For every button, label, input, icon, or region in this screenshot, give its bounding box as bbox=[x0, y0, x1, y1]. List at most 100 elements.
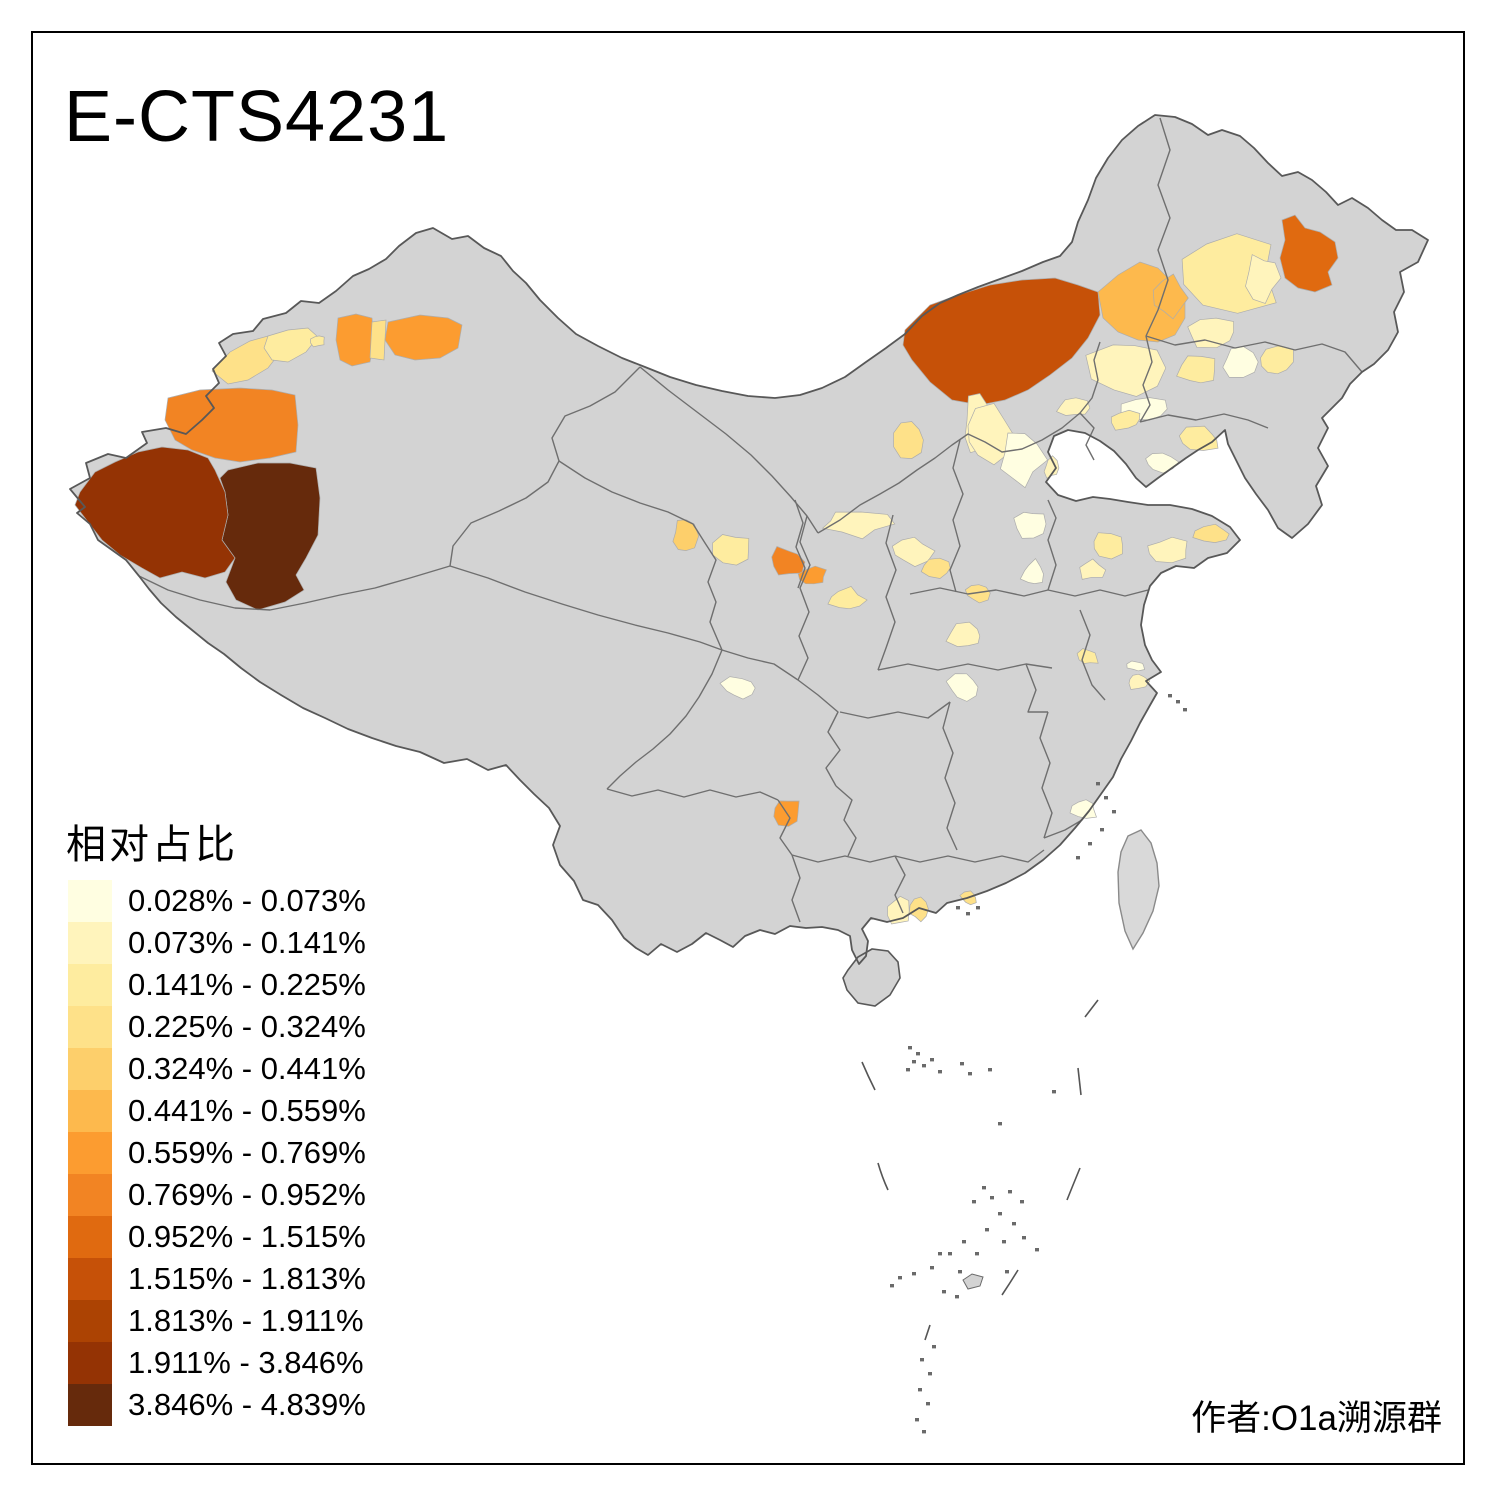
legend-label: 0.952% - 1.515% bbox=[128, 1219, 366, 1254]
island-dot bbox=[916, 1052, 920, 1056]
province-border-line bbox=[817, 341, 1101, 534]
island-dot bbox=[976, 906, 980, 910]
island-dot bbox=[926, 1402, 930, 1406]
legend-label: 0.028% - 0.073% bbox=[128, 883, 366, 918]
island-dot bbox=[960, 1062, 964, 1066]
sea-boundary-dash bbox=[1077, 1067, 1082, 1096]
province-border-line bbox=[894, 855, 906, 914]
province-border-line bbox=[942, 701, 958, 851]
island-dot bbox=[922, 1430, 926, 1434]
map-region bbox=[1192, 523, 1230, 543]
map-region bbox=[827, 585, 868, 610]
legend-swatch bbox=[68, 1006, 112, 1048]
legend-label: 1.911% - 3.846% bbox=[128, 1345, 364, 1380]
legend-swatch bbox=[68, 1300, 112, 1342]
island-dot bbox=[930, 1058, 934, 1062]
map-region bbox=[771, 546, 806, 576]
legend-swatch bbox=[68, 1384, 112, 1426]
legend-label: 0.073% - 0.141% bbox=[128, 925, 366, 960]
island-dot bbox=[1096, 782, 1100, 786]
legend-row: 0.324% - 0.441% bbox=[68, 1048, 366, 1090]
island-dot bbox=[1176, 700, 1180, 704]
page-title: E-CTS4231 bbox=[64, 77, 450, 157]
province-border-line bbox=[797, 515, 811, 681]
legend-row: 1.813% - 1.911% bbox=[68, 1300, 366, 1342]
legend-label: 1.515% - 1.813% bbox=[128, 1261, 366, 1296]
map-region bbox=[384, 314, 463, 361]
island-dot bbox=[912, 1272, 916, 1276]
legend: 相对占比 0.028% - 0.073% 0.073% - 0.141% 0.141… bbox=[66, 812, 366, 1426]
legend-swatch bbox=[68, 1342, 112, 1384]
island-dot bbox=[962, 1273, 984, 1290]
legend-label: 0.324% - 0.441% bbox=[128, 1051, 366, 1086]
legend-swatch bbox=[68, 1132, 112, 1174]
province-border-line bbox=[1145, 335, 1363, 373]
legend-title: 相对占比 bbox=[66, 823, 238, 867]
island-dot bbox=[998, 1212, 1002, 1216]
map-region bbox=[1126, 660, 1146, 672]
island-dot bbox=[1052, 1090, 1056, 1094]
island-dot bbox=[920, 1358, 924, 1362]
island-dot bbox=[1100, 828, 1104, 832]
island-dot bbox=[908, 1046, 912, 1050]
map-region bbox=[1147, 536, 1188, 564]
province-borders bbox=[138, 117, 1363, 923]
map-region bbox=[902, 277, 1101, 406]
legend-label: 0.441% - 0.559% bbox=[128, 1093, 366, 1128]
map-region bbox=[945, 621, 981, 647]
legend-label: 3.846% - 4.839% bbox=[128, 1387, 366, 1422]
map-region bbox=[1043, 455, 1060, 479]
taiwan-island bbox=[1117, 829, 1160, 951]
island-dot bbox=[1088, 842, 1092, 846]
island-dot bbox=[990, 1196, 994, 1200]
island-dot bbox=[985, 1228, 989, 1232]
author-credit: 作者:O1a溯源群 bbox=[1191, 1399, 1442, 1438]
legend-row: 0.559% - 0.769% bbox=[68, 1132, 366, 1174]
island-dot bbox=[915, 1418, 919, 1422]
islands-and-sea-dashes bbox=[861, 694, 1187, 1434]
map-region bbox=[1093, 532, 1123, 560]
legend-swatch bbox=[68, 1174, 112, 1216]
legend-label: 0.225% - 0.324% bbox=[128, 1009, 366, 1044]
map-region bbox=[1245, 254, 1282, 304]
island-dot bbox=[982, 1186, 986, 1190]
legend-row: 0.225% - 0.324% bbox=[68, 1006, 366, 1048]
province-border-line bbox=[1025, 663, 1048, 713]
legend-row: 0.441% - 0.559% bbox=[68, 1090, 366, 1132]
island-dot bbox=[1002, 1240, 1006, 1244]
legend-row: 3.846% - 4.839% bbox=[68, 1384, 366, 1426]
island-dot bbox=[1112, 810, 1116, 814]
map-region bbox=[945, 673, 979, 702]
province-border-line bbox=[1079, 609, 1106, 701]
map-region bbox=[920, 557, 951, 579]
island-dot bbox=[1005, 1270, 1009, 1274]
legend-swatch bbox=[68, 1090, 112, 1132]
map-region bbox=[893, 421, 924, 459]
island-dot bbox=[938, 1070, 942, 1074]
legend-row: 1.911% - 3.846% bbox=[68, 1342, 366, 1384]
map-region bbox=[1110, 409, 1141, 431]
legend-swatch bbox=[68, 964, 112, 1006]
island-dot bbox=[956, 906, 960, 910]
island-dot bbox=[998, 1122, 1002, 1126]
province-border-line bbox=[777, 799, 793, 856]
map-region bbox=[964, 584, 991, 604]
map-region bbox=[1222, 346, 1259, 378]
island-dot bbox=[968, 1072, 972, 1076]
province-border-line bbox=[791, 854, 896, 863]
map-region bbox=[369, 319, 387, 361]
legend-swatch bbox=[68, 1048, 112, 1090]
province-border-line bbox=[794, 499, 806, 589]
island-dot bbox=[932, 1345, 936, 1349]
legend-swatch bbox=[68, 1216, 112, 1258]
map-region bbox=[999, 432, 1049, 489]
map-region bbox=[1085, 344, 1167, 397]
sea-boundary-dash bbox=[877, 1162, 889, 1191]
province-border-line bbox=[639, 366, 819, 534]
legend-row: 0.028% - 0.073% bbox=[68, 880, 366, 922]
map-region bbox=[263, 327, 319, 363]
island-dot bbox=[988, 1068, 992, 1072]
province-border-line bbox=[606, 649, 723, 790]
province-border-line bbox=[839, 701, 951, 719]
